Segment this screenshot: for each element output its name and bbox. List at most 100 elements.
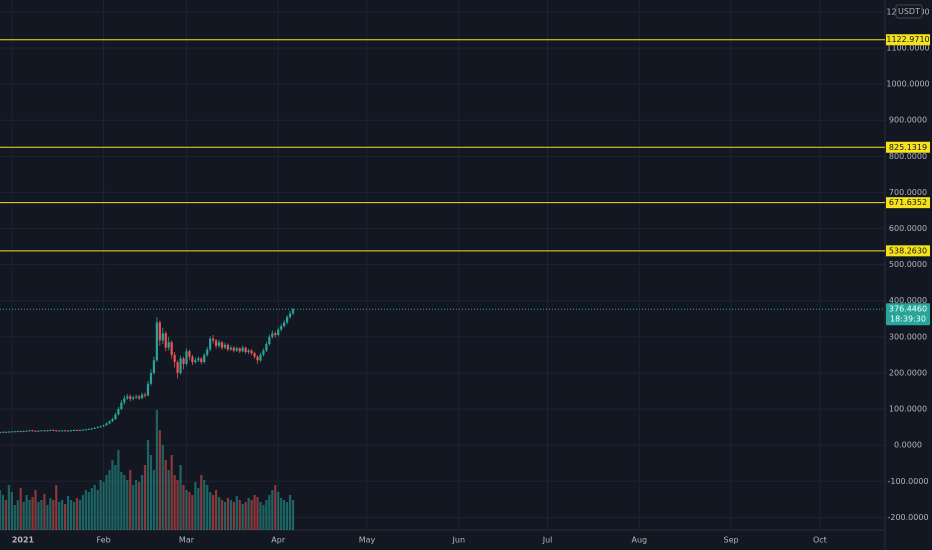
volume-bar [16, 500, 19, 530]
y-tick-label: 600.0000 [889, 224, 927, 233]
x-tick-label: Mar [179, 536, 195, 545]
candle-body [64, 430, 67, 432]
volume-bar [277, 492, 280, 530]
candle-body [277, 329, 280, 336]
volume-bar [72, 502, 76, 530]
candle-body [90, 428, 93, 430]
candle-body [182, 358, 185, 364]
candle-body [22, 431, 25, 433]
volume-bar [37, 502, 40, 530]
x-tick-label: Jun [452, 536, 466, 545]
candle-body [132, 397, 135, 399]
volume-bar [286, 502, 289, 530]
candle-body [66, 430, 70, 432]
volume-bar [226, 498, 230, 530]
volume-bar [1, 495, 5, 530]
candle-body [140, 394, 144, 399]
candle-body [167, 342, 170, 348]
candle-body [262, 350, 265, 355]
volume-bar [209, 492, 212, 530]
y-tick-label: 900.0000 [889, 116, 927, 125]
candle-body [197, 358, 200, 361]
candle-body [117, 409, 120, 415]
level-label: 825.1319 [889, 143, 927, 152]
candle-body [69, 430, 73, 432]
y-tick-label: 500.0000 [889, 260, 927, 269]
candle-body [102, 425, 105, 427]
volume-bar [173, 475, 176, 530]
x-tick-label: 2021 [12, 536, 35, 545]
candle-body [105, 423, 108, 426]
level-label: 538.2630 [889, 246, 927, 255]
volume-bar [238, 500, 241, 530]
candle-body [81, 429, 84, 431]
volume-bar [61, 500, 64, 530]
volume-bar [52, 500, 55, 530]
volume-bar [179, 465, 182, 530]
volume-bar [176, 480, 179, 530]
volume-bar [87, 492, 90, 530]
candle-body [235, 348, 238, 351]
countdown: 18:39:30 [890, 315, 926, 324]
volume-bar [0, 490, 2, 530]
volume-bar [10, 492, 13, 530]
x-tick-label: Feb [97, 536, 111, 545]
candle-body [49, 429, 52, 431]
candle-body [84, 429, 87, 431]
candle-body [188, 351, 191, 357]
volume-bar [291, 500, 295, 530]
currency-label: USDT [898, 7, 920, 16]
volume-bar [229, 500, 232, 530]
volume-bar [31, 497, 34, 530]
candle-body [7, 431, 10, 433]
candle-body [108, 421, 111, 424]
volume-bar [111, 460, 114, 530]
candle-body [194, 360, 197, 363]
volume-bar [99, 480, 102, 530]
volume-bar [93, 485, 96, 530]
candle-body [209, 338, 212, 350]
volume-bar [253, 495, 256, 530]
volume-bar [259, 502, 262, 530]
candle-body [16, 431, 19, 433]
volume-bar [161, 445, 164, 530]
candle-body [138, 396, 141, 399]
candle-body [229, 347, 232, 350]
volume-bar [200, 475, 203, 530]
volume-bar [140, 475, 144, 530]
candle-body [274, 333, 277, 336]
volume-bar [203, 480, 206, 530]
candle-body [0, 432, 2, 434]
volume-bar [126, 480, 129, 530]
candle-body [212, 338, 215, 341]
candle-body [291, 309, 295, 314]
volume-bar [7, 485, 10, 530]
volume-bar [19, 488, 22, 530]
candle-body [111, 419, 114, 422]
volume-bar [129, 470, 132, 530]
volume-bar [280, 498, 283, 530]
volume-bar [25, 495, 28, 530]
candle-body [146, 383, 150, 396]
candle-body [72, 429, 76, 431]
level-label-box [886, 197, 930, 209]
x-tick-label: Jul [542, 536, 553, 545]
level-label-box [886, 141, 930, 153]
volume-bar [66, 496, 70, 530]
candle-body [28, 430, 31, 432]
candle-body [93, 427, 96, 429]
volume-bar [105, 475, 108, 530]
volume-bar [194, 482, 197, 530]
y-tick-label: 100.0000 [889, 405, 927, 414]
candle-body [143, 394, 147, 396]
y-tick-label: 400.0000 [889, 296, 927, 305]
volume-bar [247, 498, 250, 530]
volume-bar [288, 495, 292, 530]
x-tick-label: Sep [724, 536, 739, 545]
volume-bar [75, 498, 79, 530]
volume-bar [244, 502, 247, 530]
candle-body [223, 344, 227, 348]
y-tick-label: 700.0000 [889, 188, 927, 197]
level-label-box [886, 245, 930, 257]
